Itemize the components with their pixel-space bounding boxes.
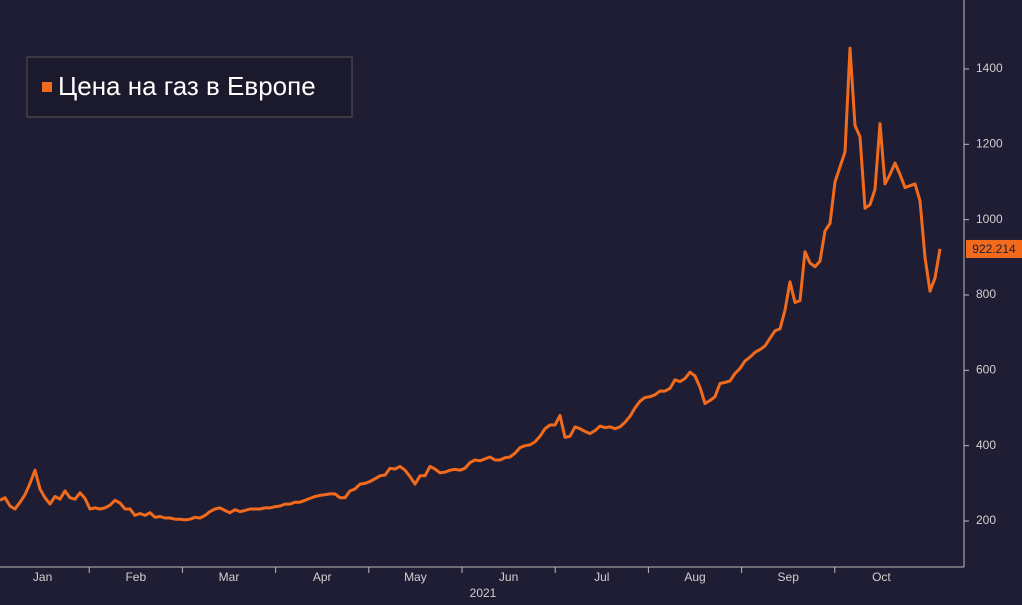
legend: Цена на газ в Европе [26, 56, 353, 118]
x-tick-label: Apr [313, 570, 332, 584]
last-value-label: 922.214 [972, 242, 1016, 256]
y-tick-label: 600 [976, 363, 996, 377]
x-tick-label: Jun [499, 570, 518, 584]
y-tick-label: 400 [976, 438, 996, 452]
legend-label: Цена на газ в Европе [58, 71, 316, 101]
x-axis-label: 2021 [470, 586, 497, 600]
y-tick-label: 1200 [976, 136, 1003, 150]
x-tick-label: Sep [778, 570, 800, 584]
x-tick-label: Jan [33, 570, 52, 584]
last-value-box [966, 239, 1022, 258]
legend-box [26, 56, 353, 118]
y-tick-label: 1000 [976, 212, 1003, 226]
x-tick-label: May [404, 570, 427, 584]
x-tick-label: Jul [594, 570, 609, 584]
price-line [0, 46, 942, 522]
y-tick-label: 200 [976, 513, 996, 527]
x-tick-label: Feb [125, 570, 146, 584]
x-tick-label: Aug [684, 570, 705, 584]
y-tick-label: 1400 [976, 61, 1003, 75]
y-tick-label: 800 [976, 287, 996, 301]
x-tick-label: Oct [872, 570, 891, 584]
legend-swatch [42, 82, 52, 92]
x-tick-label: Mar [219, 570, 240, 584]
